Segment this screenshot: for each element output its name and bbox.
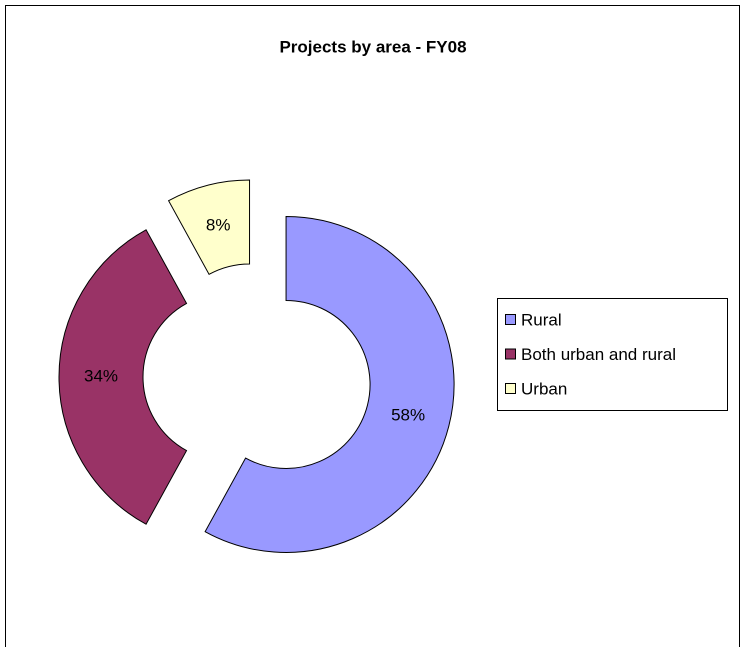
data-label: 8% <box>206 215 231 234</box>
legend-box <box>497 298 728 411</box>
chart-title: Projects by area - FY08 <box>279 37 466 56</box>
legend-swatch <box>505 348 516 360</box>
donut-slice <box>167 179 251 276</box>
legend-label: Both urban and rural <box>521 345 676 364</box>
data-label: 34% <box>84 366 118 385</box>
legend-label: Rural <box>521 310 562 329</box>
legend-swatch <box>505 314 516 325</box>
legend-label: Urban <box>521 379 567 398</box>
donut-slice <box>204 215 455 553</box>
data-label: 58% <box>391 405 425 424</box>
donut-slice <box>58 229 188 525</box>
legend-swatch <box>505 383 516 394</box>
